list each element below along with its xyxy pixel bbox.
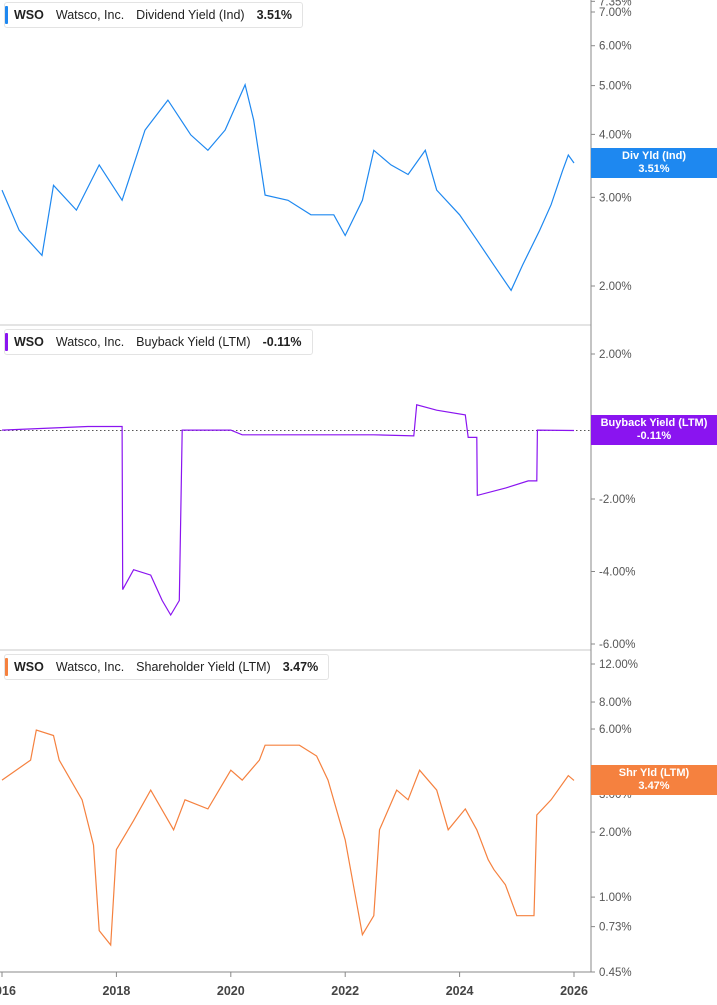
tag-label: Buyback Yield (LTM)	[600, 417, 708, 430]
y-tick-label: 7.00%	[599, 7, 632, 19]
y-tick-label: -2.00%	[599, 494, 635, 506]
legend-company: Watsco, Inc.	[55, 335, 125, 349]
y-tick-label: 2.00%	[599, 281, 632, 293]
tag-label: Div Yld (Ind)	[622, 149, 686, 162]
y-tick-label: 7.35%	[599, 0, 632, 8]
y-tick-label: 12.00%	[599, 659, 638, 671]
legend-value: -0.11%	[262, 335, 302, 349]
legend-ticker: WSO	[14, 8, 44, 22]
y-tick-label: 0.45%	[599, 967, 632, 979]
series-line	[1, 82, 575, 292]
tag-value: -0.11%	[636, 430, 672, 443]
x-tick-label: 2016	[0, 984, 16, 998]
x-tick-label: 2026	[560, 984, 588, 998]
y-tick-label: 6.00%	[599, 724, 632, 736]
series-line	[1, 404, 575, 617]
legend-color-bar	[5, 658, 8, 676]
legend-color-bar	[5, 333, 8, 351]
legend-dividend-yield: WSO Watsco, Inc. Dividend Yield (Ind) 3.…	[4, 2, 304, 28]
legend-value: 3.47%	[282, 660, 319, 674]
y-tick-label: 1.00%	[599, 892, 632, 904]
legend-buyback-yield: WSO Watsco, Inc. Buyback Yield (LTM) -0.…	[4, 329, 313, 355]
legend-metric: Shareholder Yield (LTM)	[136, 660, 271, 674]
tag-value: 3.47%	[638, 780, 670, 793]
y-tick-label: 2.00%	[599, 827, 632, 839]
series-line	[1, 729, 575, 947]
y-tick-label: 3.00%	[599, 192, 632, 204]
legend-company: Watsco, Inc.	[55, 8, 125, 22]
y-tick-label: -4.00%	[599, 567, 635, 579]
value-tag-dividend-yield: Div Yld (Ind) 3.51%	[591, 147, 717, 178]
value-tag-buyback-yield: Buyback Yield (LTM) -0.11%	[591, 415, 717, 446]
value-tag-shareholder-yield: Shr Yld (LTM) 3.47%	[591, 765, 717, 796]
y-tick-label: 0.73%	[599, 922, 632, 934]
tag-label: Shr Yld (LTM)	[618, 767, 690, 780]
y-tick-label: 6.00%	[599, 41, 632, 53]
y-tick-label: 5.00%	[599, 81, 632, 93]
legend-company: Watsco, Inc.	[55, 660, 125, 674]
legend-metric: Dividend Yield (Ind)	[136, 8, 245, 22]
x-tick-label: 2024	[446, 984, 474, 998]
x-tick-label: 2020	[217, 984, 245, 998]
tag-value: 3.51%	[638, 162, 670, 175]
legend-value: 3.51%	[256, 8, 293, 22]
y-tick-label: 4.00%	[599, 129, 632, 141]
legend-ticker: WSO	[14, 660, 44, 674]
y-tick-label: 8.00%	[599, 697, 632, 709]
x-tick-label: 2022	[331, 984, 359, 998]
legend-color-bar	[5, 6, 8, 24]
legend-ticker: WSO	[14, 335, 44, 349]
y-tick-label: -6.00%	[599, 639, 635, 651]
legend-shareholder-yield: WSO Watsco, Inc. Shareholder Yield (LTM)…	[4, 654, 330, 680]
x-tick-label: 2018	[102, 984, 130, 998]
legend-metric: Buyback Yield (LTM)	[136, 335, 251, 349]
y-tick-label: 2.00%	[599, 349, 632, 361]
